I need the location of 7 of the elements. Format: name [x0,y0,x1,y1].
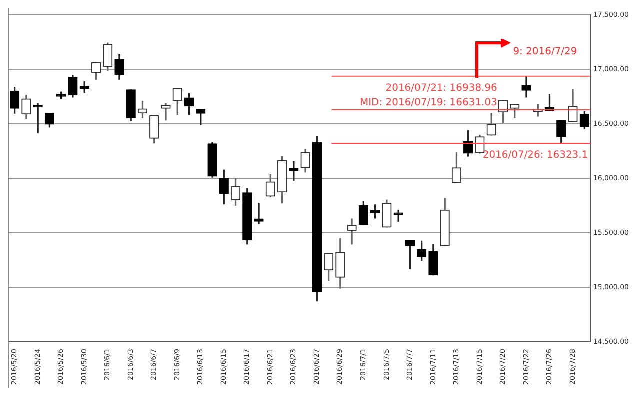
candlestick [394,210,404,222]
ref-line-label: 2016/07/26: 16323.1 [482,150,588,162]
annotation: 9: 2016/7/29 [513,46,578,58]
ref-line-label: MID: 2016/07/19: 16631.03 [360,97,498,108]
candlestick [347,218,357,245]
candlestick [161,103,171,121]
ref-line-label: 2016/07/21: 16938.96 [386,82,498,94]
